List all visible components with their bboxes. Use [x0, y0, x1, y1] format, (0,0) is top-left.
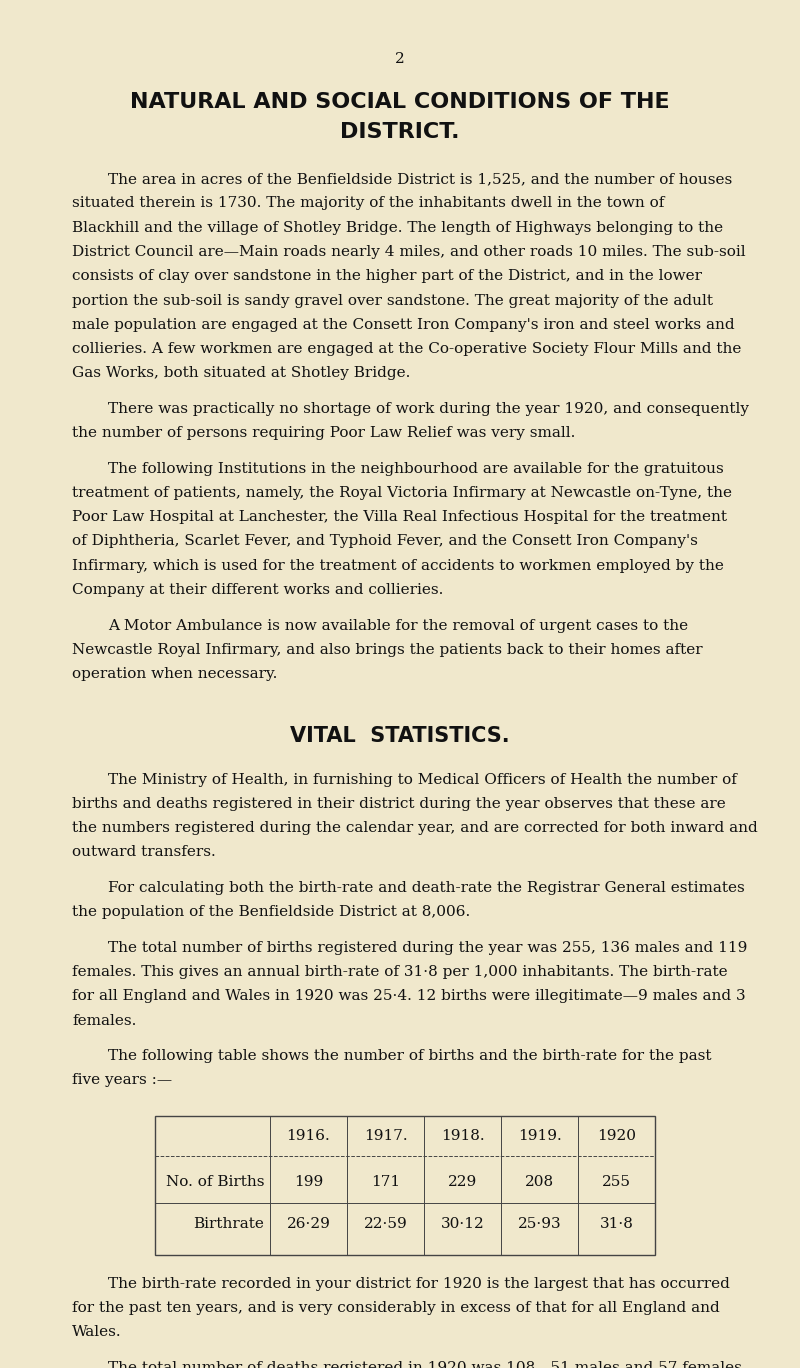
Text: The birth-rate recorded in your district for 1920 is the largest that has occurr: The birth-rate recorded in your district… [108, 1276, 730, 1290]
Text: 171: 171 [371, 1175, 400, 1189]
Text: No. of Births: No. of Births [166, 1175, 264, 1189]
Text: of Diphtheria, Scarlet Fever, and Typhoid Fever, and the Consett Iron Company's: of Diphtheria, Scarlet Fever, and Typhoi… [72, 535, 698, 549]
Text: 31·8: 31·8 [599, 1216, 634, 1231]
Text: Blackhill and the village of Shotley Bridge. The length of Highways belonging to: Blackhill and the village of Shotley Bri… [72, 220, 723, 234]
Text: outward transfers.: outward transfers. [72, 845, 216, 859]
Text: A Motor Ambulance is now available for the removal of urgent cases to the: A Motor Ambulance is now available for t… [108, 618, 688, 632]
Text: 26·29: 26·29 [286, 1216, 330, 1231]
Text: 1919.: 1919. [518, 1130, 562, 1144]
Text: five years :—: five years :— [72, 1074, 172, 1088]
Text: collieries. A few workmen are engaged at the Co-operative Society Flour Mills an: collieries. A few workmen are engaged at… [72, 342, 742, 356]
Text: male population are engaged at the Consett Iron Company's iron and steel works a: male population are engaged at the Conse… [72, 317, 734, 332]
Text: births and deaths registered in their district during the year observes that the: births and deaths registered in their di… [72, 798, 726, 811]
Text: 208: 208 [525, 1175, 554, 1189]
Text: consists of clay over sandstone in the higher part of the District, and in the l: consists of clay over sandstone in the h… [72, 269, 702, 283]
Text: The total number of births registered during the year was 255, 136 males and 119: The total number of births registered du… [108, 941, 747, 955]
Text: 1920: 1920 [597, 1130, 636, 1144]
Text: 199: 199 [294, 1175, 323, 1189]
Text: 1918.: 1918. [441, 1130, 484, 1144]
Text: the number of persons requiring Poor Law Relief was very small.: the number of persons requiring Poor Law… [72, 427, 575, 440]
Text: The area in acres of the Benfieldside District is 1,525, and the number of house: The area in acres of the Benfieldside Di… [108, 172, 732, 186]
Text: There was practically no shortage of work during the year 1920, and consequently: There was practically no shortage of wor… [108, 402, 749, 416]
Text: Newcastle Royal Infirmary, and also brings the patients back to their homes afte: Newcastle Royal Infirmary, and also brin… [72, 643, 702, 657]
Text: Gas Works, both situated at Shotley Bridge.: Gas Works, both situated at Shotley Brid… [72, 367, 410, 380]
Text: The total number of deaths registered in 1920 was 108—51 males and 57 females.: The total number of deaths registered in… [108, 1361, 746, 1368]
Text: 2: 2 [395, 52, 405, 66]
Text: portion the sub-soil is sandy gravel over sandstone. The great majority of the a: portion the sub-soil is sandy gravel ove… [72, 294, 713, 308]
Text: 25·93: 25·93 [518, 1216, 562, 1231]
Text: operation when necessary.: operation when necessary. [72, 668, 278, 681]
Text: Wales.: Wales. [72, 1326, 122, 1339]
Text: 229: 229 [448, 1175, 477, 1189]
Text: 22·59: 22·59 [364, 1216, 407, 1231]
Text: for the past ten years, and is very considerably in excess of that for all Engla: for the past ten years, and is very cons… [72, 1301, 720, 1315]
Text: For calculating both the birth-rate and death-rate the Registrar General estimat: For calculating both the birth-rate and … [108, 881, 745, 895]
Text: the numbers registered during the calendar year, and are corrected for both inwa: the numbers registered during the calend… [72, 821, 758, 836]
Text: NATURAL AND SOCIAL CONDITIONS OF THE: NATURAL AND SOCIAL CONDITIONS OF THE [130, 92, 670, 112]
Text: situated therein is 1730. The majority of the inhabitants dwell in the town of: situated therein is 1730. The majority o… [72, 196, 664, 211]
Text: 1916.: 1916. [286, 1130, 330, 1144]
Text: Birthrate: Birthrate [193, 1216, 264, 1231]
Text: Poor Law Hospital at Lanchester, the Villa Real Infectious Hospital for the trea: Poor Law Hospital at Lanchester, the Vil… [72, 510, 727, 524]
Text: 255: 255 [602, 1175, 631, 1189]
Text: treatment of patients, namely, the Royal Victoria Infirmary at Newcastle on-Tyne: treatment of patients, namely, the Royal… [72, 486, 732, 499]
Text: The Ministry of Health, in furnishing to Medical Officers of Health the number o: The Ministry of Health, in furnishing to… [108, 773, 737, 787]
Text: DISTRICT.: DISTRICT. [340, 122, 460, 142]
Text: Company at their different works and collieries.: Company at their different works and col… [72, 583, 443, 596]
Text: District Council are—Main roads nearly 4 miles, and other roads 10 miles. The su: District Council are—Main roads nearly 4… [72, 245, 746, 259]
Text: the population of the Benfieldside District at 8,006.: the population of the Benfieldside Distr… [72, 906, 470, 919]
Text: for all England and Wales in 1920 was 25·4. 12 births were illegitimate—9 males : for all England and Wales in 1920 was 25… [72, 989, 746, 1003]
Text: VITAL  STATISTICS.: VITAL STATISTICS. [290, 726, 510, 747]
Text: The following Institutions in the neighbourhood are available for the gratuitous: The following Institutions in the neighb… [108, 461, 724, 476]
Text: females. This gives an annual birth-rate of 31·8 per 1,000 inhabitants. The birt: females. This gives an annual birth-rate… [72, 964, 728, 979]
Text: 30·12: 30·12 [441, 1216, 484, 1231]
Text: 1917.: 1917. [364, 1130, 407, 1144]
Text: females.: females. [72, 1014, 136, 1027]
Text: Infirmary, which is used for the treatment of accidents to workmen employed by t: Infirmary, which is used for the treatme… [72, 558, 724, 573]
Text: The following table shows the number of births and the birth-rate for the past: The following table shows the number of … [108, 1049, 711, 1063]
